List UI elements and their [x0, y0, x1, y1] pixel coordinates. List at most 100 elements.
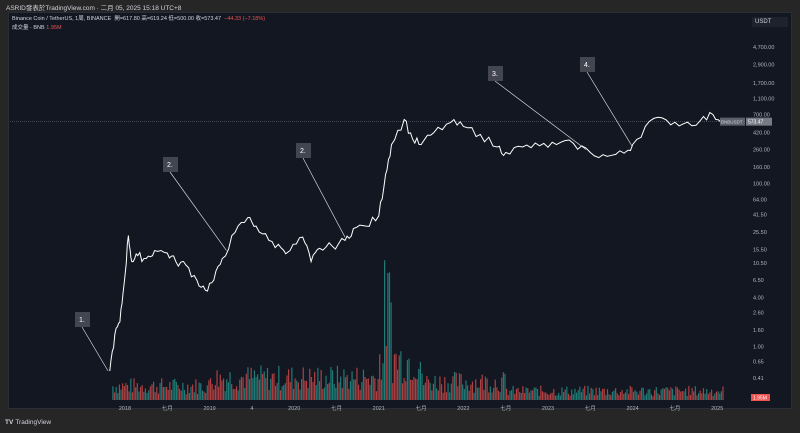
volume-bar	[543, 392, 545, 400]
annotation-arrow	[169, 171, 227, 251]
annotation-label: 2.	[167, 162, 173, 169]
volume-bar	[291, 367, 293, 400]
y-tick-label: 64.00	[753, 197, 767, 203]
volume-bar	[711, 389, 713, 400]
volume-bar	[357, 384, 360, 400]
volume-bar	[515, 389, 517, 400]
volume-bar	[610, 395, 612, 400]
volume-bar	[120, 389, 122, 400]
price-tag-bg	[746, 117, 772, 126]
volume-bar	[522, 386, 524, 400]
volume-bar	[218, 386, 220, 400]
volume-bar	[579, 386, 581, 400]
volume-bar	[401, 383, 404, 400]
currency-selector[interactable]: USDT	[752, 17, 788, 27]
volume-bar	[301, 379, 303, 400]
volume-bar	[491, 392, 493, 400]
volume-bar	[397, 369, 399, 400]
volume-bar	[169, 381, 171, 400]
symbol-tag: BNBUSDT	[721, 120, 743, 125]
volume-bar	[628, 394, 630, 400]
volume-bar	[146, 393, 148, 400]
volume-bar	[219, 374, 221, 400]
volume-bar	[712, 396, 714, 400]
volume-bar	[125, 383, 127, 400]
chart-panel[interactable]	[8, 12, 792, 409]
volume-bar	[188, 392, 190, 400]
volume-bar	[170, 389, 173, 400]
volume-bar	[466, 385, 469, 400]
volume-bar	[231, 384, 233, 400]
volume-bar	[312, 382, 314, 400]
volume-bar	[545, 392, 547, 400]
volume-bar	[382, 363, 384, 400]
volume-bar	[532, 390, 534, 400]
volume-bar	[126, 384, 129, 400]
volume-bar	[260, 365, 262, 400]
volume-bar	[117, 393, 119, 400]
volume-bar	[317, 367, 319, 400]
volume-bar	[484, 376, 487, 400]
volume-bar	[535, 387, 537, 400]
volume-bar	[338, 382, 340, 400]
volume-bar	[475, 379, 477, 400]
volume-bar	[309, 368, 311, 400]
annotation-4: 3.	[488, 66, 587, 150]
y-tick-label: 1,700.00	[753, 81, 774, 87]
volume-bar	[261, 373, 264, 400]
volume-bar	[693, 391, 695, 400]
volume-bar	[271, 373, 273, 400]
volume-bar	[392, 383, 394, 400]
volume-bar	[624, 392, 626, 400]
volume-bar	[278, 365, 280, 400]
volume-bar	[483, 389, 485, 400]
volume-bar	[681, 391, 683, 400]
volume-bar	[245, 373, 247, 400]
tradingview-logo: TV	[5, 419, 14, 426]
volume-bar	[268, 389, 270, 400]
volume-bar	[128, 391, 130, 400]
volume-bar	[541, 391, 544, 400]
volume-bar	[502, 372, 504, 400]
volume-bar	[715, 391, 718, 400]
volume-bar	[327, 383, 329, 400]
volume-bar	[148, 390, 150, 400]
volume-bar	[221, 380, 223, 400]
volume-bar	[562, 392, 565, 400]
volume-bar	[361, 382, 363, 400]
volume-bar	[372, 375, 374, 400]
volume-bar	[675, 386, 677, 400]
volume-bar	[686, 396, 688, 400]
volume-bar	[159, 382, 161, 400]
volume-bar	[528, 392, 531, 400]
volume-bar	[348, 388, 350, 400]
volume-bar	[452, 376, 454, 400]
y-tick-label: 10.50	[753, 261, 767, 267]
volume-bar	[704, 393, 706, 400]
volume-bar	[240, 376, 243, 400]
volume-bar	[405, 381, 407, 400]
annotation-3: 2.	[296, 143, 346, 238]
annotation-box	[580, 57, 595, 72]
x-tick-label: 2018	[119, 406, 131, 412]
volume-bar	[411, 380, 413, 400]
volume-bar	[572, 394, 574, 400]
volume-bar	[489, 386, 491, 400]
volume-bar	[310, 377, 312, 400]
volume-value: 1.95M	[46, 25, 62, 31]
volume-bar	[551, 392, 553, 400]
price-line	[109, 111, 725, 372]
volume-bar	[696, 395, 698, 400]
volume-bar	[395, 353, 397, 400]
volume-bar	[566, 386, 568, 400]
volume-bar	[436, 388, 438, 400]
volume-bar	[470, 384, 472, 400]
volume-bar	[362, 369, 365, 400]
volume-bar	[216, 370, 218, 400]
volume-bar	[323, 387, 326, 400]
volume-tag: 1.95M	[753, 396, 767, 402]
annotation-arrow	[494, 80, 587, 150]
volume-bar	[229, 372, 231, 400]
volume-bar	[585, 395, 587, 400]
